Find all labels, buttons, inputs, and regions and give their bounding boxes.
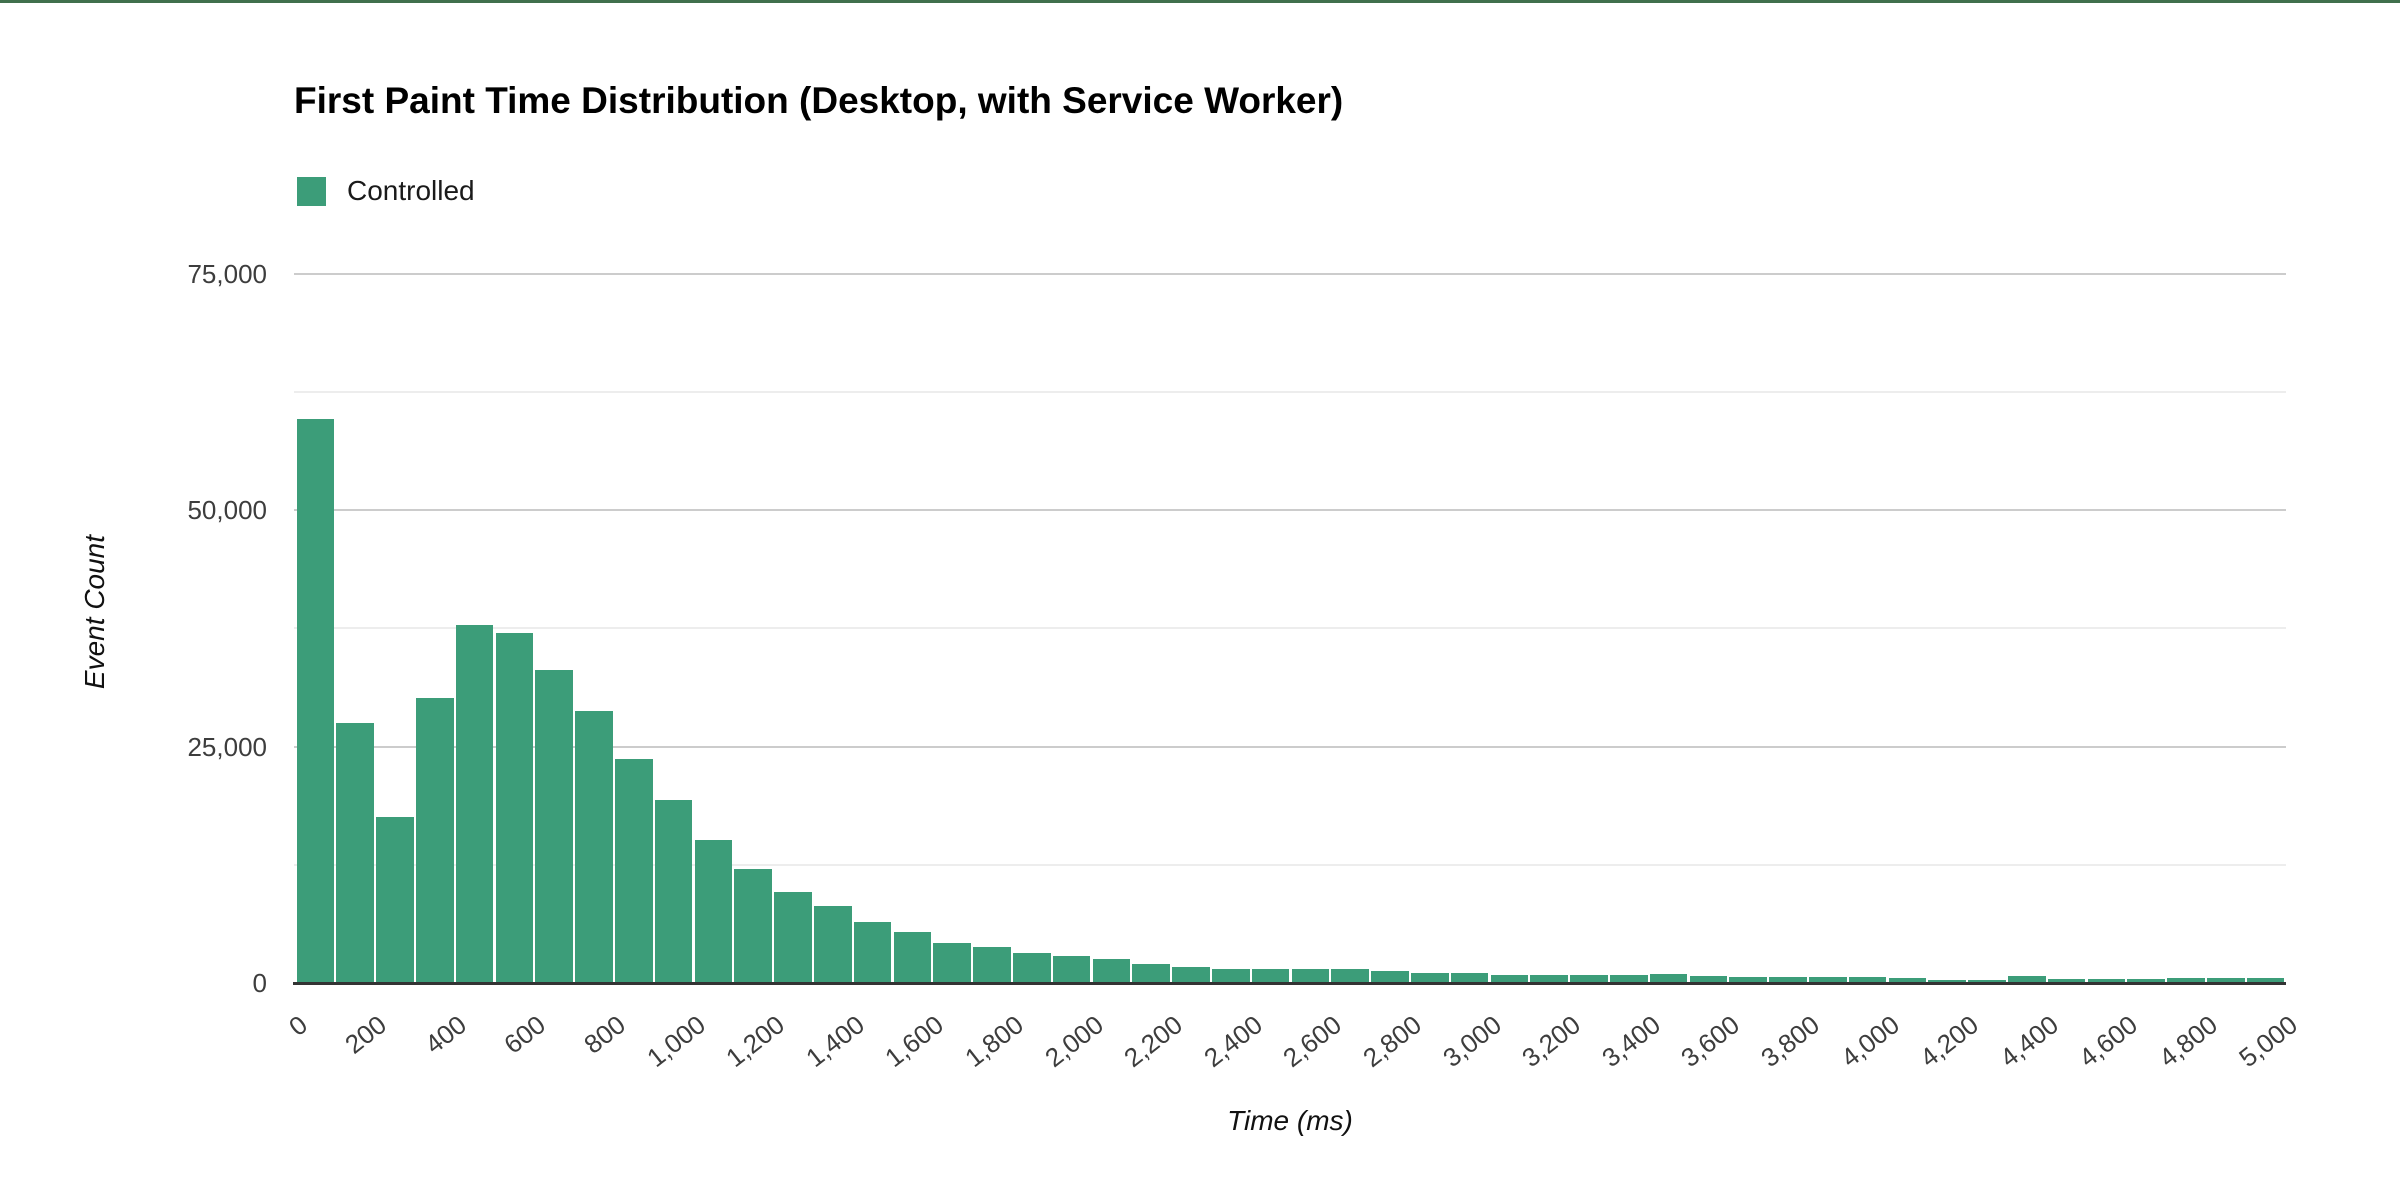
histogram-bar[interactable]: [1968, 979, 2006, 983]
histogram-bar[interactable]: [1410, 972, 1449, 983]
histogram-bar[interactable]: [654, 800, 693, 983]
histogram-bar[interactable]: [1609, 975, 1648, 983]
x-tick-label: 3,200: [1516, 1009, 1587, 1073]
x-tick-label: 200: [339, 1009, 393, 1060]
histogram-bar[interactable]: [933, 943, 972, 983]
histogram-bar[interactable]: [2007, 975, 2046, 983]
minor-gridline: [293, 627, 2286, 630]
histogram-bar[interactable]: [1769, 976, 1807, 983]
histogram-bar[interactable]: [774, 892, 812, 983]
histogram-bar[interactable]: [1012, 952, 1051, 983]
histogram-bar[interactable]: [1490, 974, 1529, 983]
histogram-bar[interactable]: [734, 869, 773, 983]
x-tick-label: 3,000: [1436, 1009, 1507, 1073]
x-tick-label: 5,000: [2232, 1009, 2303, 1073]
histogram-bar[interactable]: [1331, 968, 1370, 983]
y-tick-label: 50,000: [187, 495, 267, 525]
minor-gridline: [293, 863, 2286, 866]
histogram-bar[interactable]: [1848, 977, 1887, 983]
x-tick-label: 2,800: [1357, 1009, 1427, 1073]
x-tick-label: 2,600: [1277, 1009, 1348, 1073]
y-axis-title: Event Count: [79, 534, 110, 690]
histogram-bar[interactable]: [2246, 977, 2285, 983]
legend-swatch-controlled: [297, 176, 326, 206]
histogram-bar[interactable]: [973, 947, 1011, 983]
major-gridline: [293, 509, 2286, 511]
histogram-bar[interactable]: [1092, 958, 1131, 983]
x-tick-label: 2,000: [1038, 1009, 1109, 1073]
x-tick-label: 600: [498, 1009, 552, 1060]
x-axis-title: Time (ms): [1227, 1105, 1353, 1136]
histogram-bar[interactable]: [1211, 969, 1250, 983]
legend-label: Controlled: [347, 175, 475, 206]
histogram-bar[interactable]: [1450, 972, 1489, 983]
histogram-bar[interactable]: [1888, 977, 1927, 983]
histogram-bar[interactable]: [1291, 968, 1330, 983]
x-tick-label: 3,600: [1675, 1009, 1746, 1073]
histogram-bar[interactable]: [2127, 978, 2166, 983]
x-tick-label: 3,800: [1755, 1009, 1825, 1073]
histogram-bar[interactable]: [1251, 969, 1290, 983]
histogram-bar[interactable]: [1052, 955, 1091, 983]
histogram-bar[interactable]: [1729, 976, 1768, 983]
histogram-bar[interactable]: [575, 711, 613, 983]
major-gridline: [293, 745, 2286, 748]
chart-title: First Paint Time Distribution (Desktop, …: [294, 80, 1344, 121]
histogram-bar[interactable]: [2047, 979, 2086, 983]
x-tick-label: 4,200: [1914, 1009, 1985, 1073]
histogram-bar[interactable]: [1530, 975, 1569, 983]
x-tick-label: 4,600: [2073, 1009, 2144, 1073]
histogram-bar[interactable]: [1689, 976, 1728, 983]
y-tick-label: 0: [252, 968, 267, 998]
histogram-bar[interactable]: [813, 906, 852, 983]
minor-gridline: [293, 390, 2286, 393]
histogram-bar[interactable]: [2206, 977, 2245, 983]
x-tick-label: 0: [282, 1009, 313, 1042]
histogram-bar[interactable]: [455, 625, 494, 983]
histogram-bar[interactable]: [376, 816, 414, 983]
x-axis-baseline: [292, 981, 2286, 985]
x-tick-label: 400: [418, 1009, 472, 1060]
histogram-bar[interactable]: [1570, 975, 1608, 983]
page-top-border: [0, 0, 2400, 3]
histogram-bar[interactable]: [296, 419, 335, 983]
histogram-bar[interactable]: [535, 669, 574, 983]
histogram-bar[interactable]: [336, 722, 375, 983]
x-tick-label: 4,400: [1993, 1009, 2064, 1073]
histogram-bar[interactable]: [495, 632, 534, 983]
histogram-bar[interactable]: [614, 758, 653, 983]
histogram-bar[interactable]: [1928, 979, 1967, 983]
histogram-bar[interactable]: [1808, 977, 1847, 983]
histogram-bar[interactable]: [1371, 970, 1409, 983]
y-tick-label: 25,000: [187, 731, 267, 762]
x-tick-label: 2,400: [1197, 1009, 1268, 1073]
x-tick-label: 4,800: [2153, 1009, 2223, 1073]
histogram-bar[interactable]: [1132, 964, 1171, 983]
histogram-bar[interactable]: [415, 698, 454, 983]
histogram-bar[interactable]: [893, 931, 932, 983]
histogram-bar[interactable]: [2167, 978, 2205, 983]
legend: Controlled: [297, 175, 475, 207]
histogram-bar[interactable]: [2087, 978, 2126, 983]
x-tick-label: 1,800: [959, 1009, 1029, 1073]
y-tick-label: 75,000: [187, 258, 267, 289]
x-tick-label: 1,400: [799, 1009, 870, 1073]
x-tick-label: 4,000: [1834, 1009, 1905, 1073]
x-tick-label: 2,200: [1118, 1009, 1189, 1073]
x-tick-label: 800: [578, 1009, 631, 1060]
x-tick-label: 1,200: [720, 1009, 791, 1073]
x-tick-label: 1,600: [879, 1009, 950, 1073]
major-gridline: [293, 272, 2286, 275]
x-tick-label: 1,000: [640, 1009, 711, 1073]
x-tick-label: 3,400: [1595, 1009, 1666, 1073]
histogram-bar[interactable]: [853, 922, 892, 983]
histogram-bar[interactable]: [1649, 973, 1688, 983]
histogram-bar[interactable]: [1172, 966, 1210, 983]
histogram-bar[interactable]: [694, 840, 733, 983]
